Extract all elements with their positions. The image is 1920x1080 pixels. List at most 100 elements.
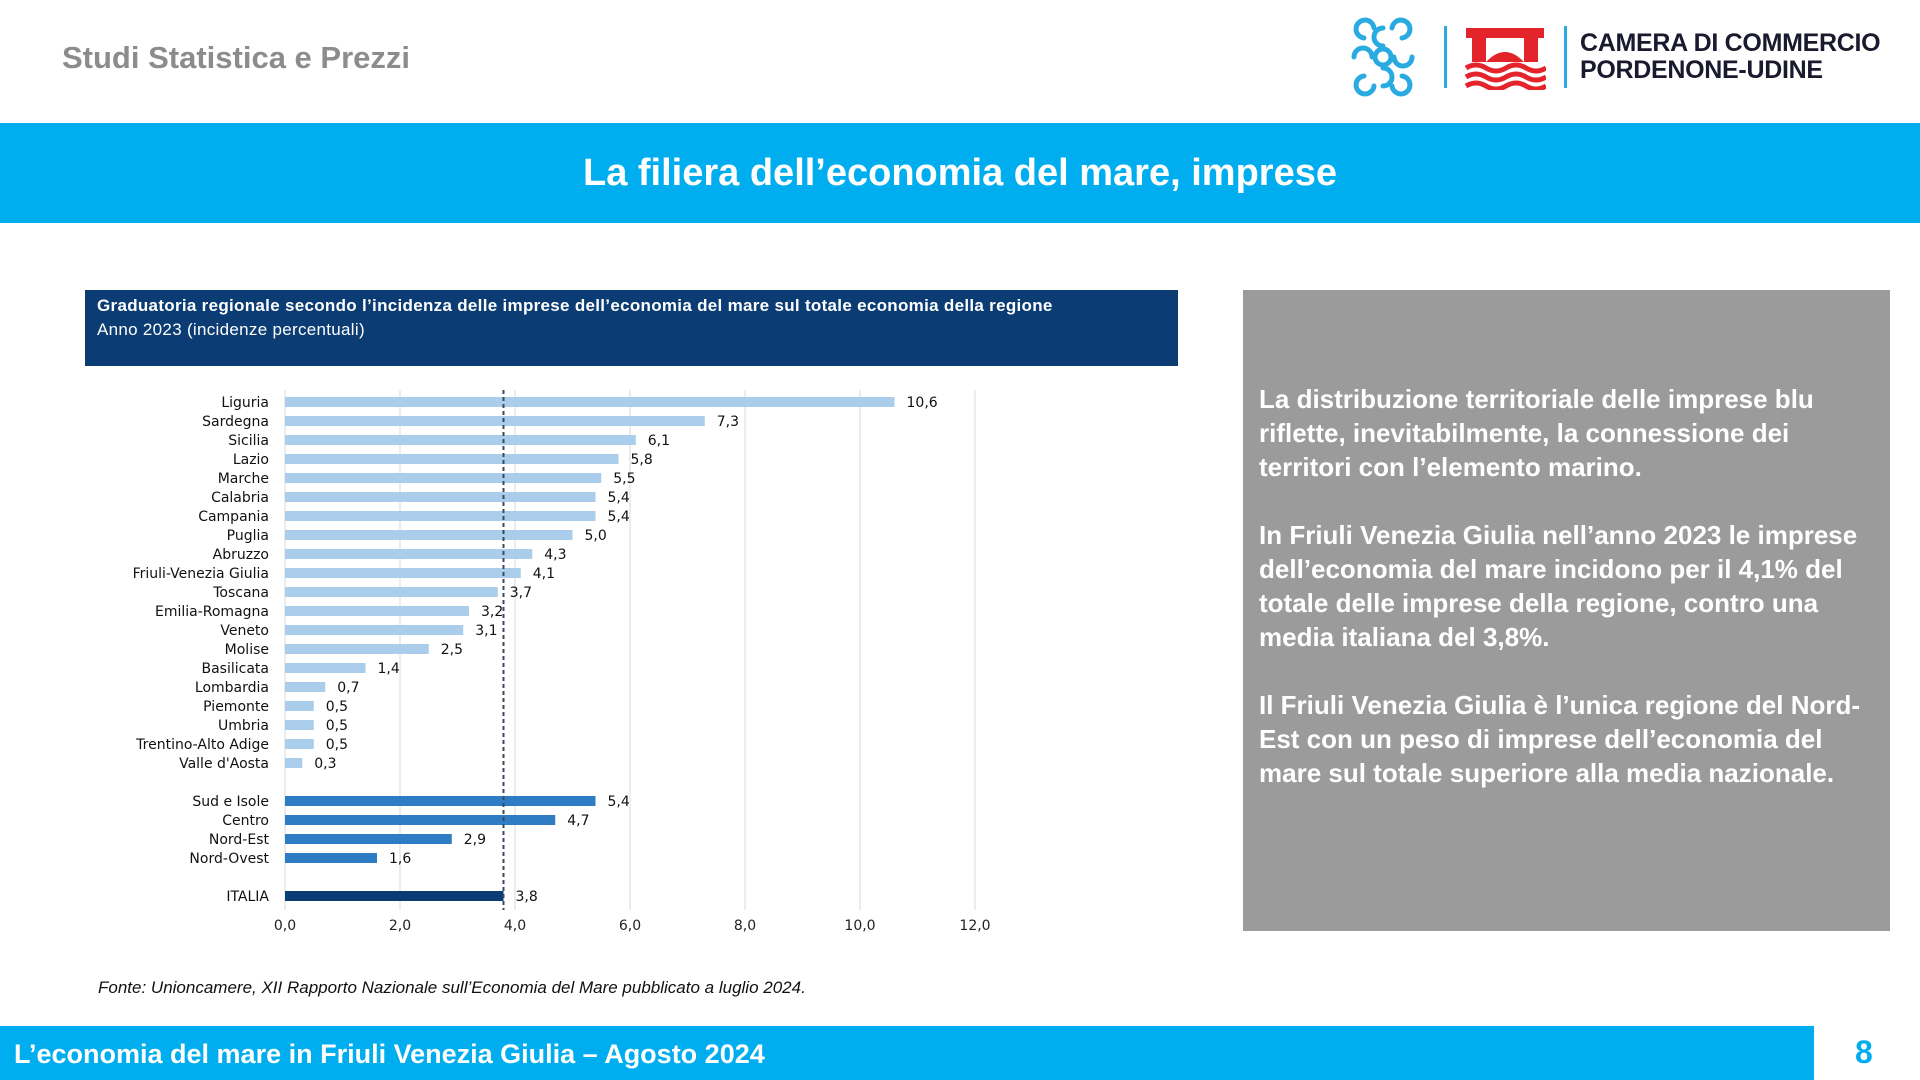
category-label: ITALIA [226,889,269,905]
category-label: Trentino-Alto Adige [135,737,269,753]
category-label: Valle d'Aosta [179,756,269,772]
category-label: Nord-Ovest [189,851,269,867]
bar [285,568,521,578]
bar [285,663,366,673]
bar [285,891,504,901]
bar [285,397,895,407]
category-label: Toscana [212,585,269,601]
bar-chart: 0,0 2,0 4,0 6,0 8,0 10,0 12,0 Liguria 10,6 Sardeg… [133,390,991,934]
data-label: 4,3 [544,547,566,563]
data-label: 5,0 [585,528,607,544]
source-note: Fonte: Unioncamere, XII Rapporto Naziona… [98,978,806,997]
commentary-paragraph-1: La distribuzione territoriale delle impr… [1259,384,1814,482]
data-label: 3,2 [481,604,503,620]
bar [285,701,314,711]
data-label: 6,1 [648,433,670,449]
data-label: 4,1 [533,566,555,582]
data-label: 0,5 [326,737,348,753]
logo-line-1: CAMERA DI COMMERCIO [1580,29,1881,57]
title-band: La filiera dell’economia del mare, impre… [0,123,1920,223]
category-label: Nord-Est [209,832,270,848]
category-label: Umbria [218,718,269,734]
chart-header: Graduatoria regionale secondo l’incidenz… [85,290,1178,366]
bar [285,720,314,730]
bar [285,853,377,863]
category-label: Liguria [221,395,269,411]
x-tick-label: 0,0 [274,918,296,934]
logo-line-2: PORDENONE-UDINE [1580,56,1823,84]
logo-divider [1564,26,1567,88]
x-tick-label: 4,0 [504,918,526,934]
category-label: Marche [218,471,269,487]
commentary-paragraph-2: In Friuli Venezia Giulia nell’anno 2023 … [1259,520,1858,652]
x-tick-label: 8,0 [734,918,756,934]
x-tick-label: 2,0 [389,918,411,934]
bar [285,739,314,749]
category-label: Molise [225,642,269,658]
category-label: Abruzzo [213,547,269,563]
bridge-waves-icon [1464,28,1546,90]
category-label: Campania [198,509,269,525]
x-tick-label: 12,0 [959,918,990,934]
bar [285,549,533,559]
bar [285,530,573,540]
data-label: 5,4 [608,509,630,525]
data-label: 0,5 [326,699,348,715]
category-label: Calabria [211,490,269,506]
data-label: 3,8 [516,889,538,905]
category-label: Veneto [220,623,269,639]
data-label: 10,6 [907,395,938,411]
commentary-box: La distribuzione territoriale delle impr… [1243,290,1890,931]
category-label: Emilia-Romagna [155,604,269,620]
x-tick-label: 6,0 [619,918,641,934]
data-label: 3,7 [510,585,532,601]
data-label: 4,7 [567,813,589,829]
footer-label: L’economia del mare in Friuli Venezia Gi… [14,1039,765,1069]
bar [285,625,464,635]
footer-band: L’economia del mare in Friuli Venezia Gi… [0,1026,1814,1080]
bar [285,587,498,597]
data-label: 5,4 [608,794,630,810]
bar [285,606,469,616]
bar [285,492,596,502]
data-label: 7,3 [717,414,739,430]
data-label: 0,7 [337,680,359,696]
category-label: Basilicata [202,661,270,677]
data-label: 0,3 [314,756,336,772]
bar [285,796,596,806]
bar [285,416,705,426]
data-label: 5,8 [631,452,653,468]
data-label: 1,6 [389,851,411,867]
category-label: Puglia [227,528,269,544]
data-label: 5,4 [608,490,630,506]
slide-title: La filiera dell’economia del mare, impre… [583,152,1337,194]
commentary-paragraph-3: Il Friuli Venezia Giulia è l’unica regio… [1259,690,1861,788]
data-label: 0,5 [326,718,348,734]
chart-title: Graduatoria regionale secondo l’incidenz… [97,296,1053,315]
category-label: Sud e Isole [192,794,269,810]
category-label: Piemonte [203,699,269,715]
data-label: 2,9 [464,832,486,848]
bar [285,435,636,445]
knot-emblem-icon [1351,17,1415,97]
bar [285,454,619,464]
x-tick-label: 10,0 [844,918,875,934]
logo-text: CAMERA DI COMMERCIO PORDENONE-UDINE [1580,29,1881,84]
category-label: Sicilia [228,433,269,449]
bar [285,834,452,844]
category-label: Centro [222,813,269,829]
category-label: Friuli-Venezia Giulia [133,566,269,582]
data-label: 3,1 [475,623,497,639]
data-label: 5,5 [613,471,635,487]
chamber-of-commerce-logo: CAMERA DI COMMERCIO PORDENONE-UDINE [1340,16,1900,97]
bar [285,758,303,768]
section-label: Studi Statistica e Prezzi [62,40,410,75]
data-label: 1,4 [378,661,400,677]
logo-divider [1444,26,1447,88]
bar [285,815,556,825]
data-label: 2,5 [441,642,463,658]
category-label: Lazio [233,452,269,468]
page-number: 8 [1855,1034,1873,1070]
bar [285,682,326,692]
bar [285,644,429,654]
